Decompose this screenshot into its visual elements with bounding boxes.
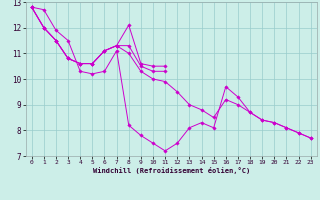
X-axis label: Windchill (Refroidissement éolien,°C): Windchill (Refroidissement éolien,°C) [92,167,250,174]
